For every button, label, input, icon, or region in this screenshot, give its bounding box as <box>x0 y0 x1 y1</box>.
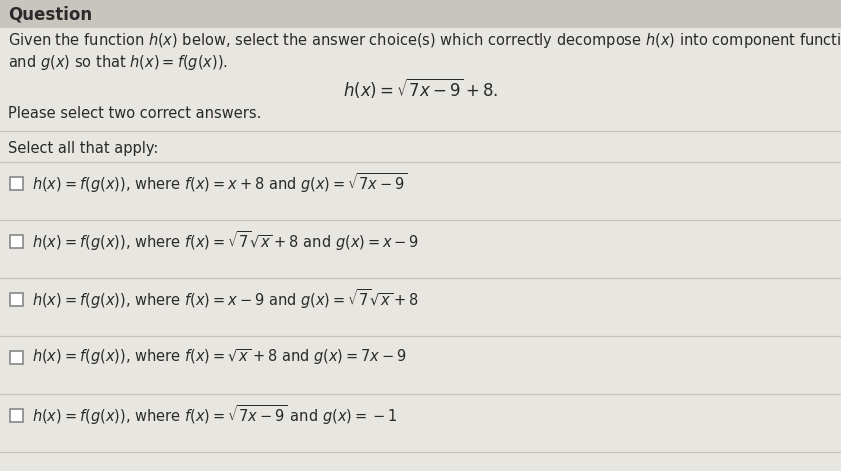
Text: Question: Question <box>8 5 93 23</box>
Bar <box>10 350 23 364</box>
Text: Select all that apply:: Select all that apply: <box>8 140 158 155</box>
Bar <box>0 0 841 28</box>
Text: $h(x) = f(g(x))$, where $f(x) = x-9$ and $g(x) = \sqrt{7}\sqrt{x}+8$: $h(x) = f(g(x))$, where $f(x) = x-9$ and… <box>32 287 419 311</box>
Text: $h(x) = f(g(x))$, where $f(x) = x+8$ and $g(x) = \sqrt{7x-9}$: $h(x) = f(g(x))$, where $f(x) = x+8$ and… <box>32 171 407 195</box>
Text: Given the function $h(x)$ below, select the answer choice(s) which correctly dec: Given the function $h(x)$ below, select … <box>8 32 841 50</box>
Bar <box>10 177 23 189</box>
Text: and $g(x)$ so that $h(x) = f(g(x))$.: and $g(x)$ so that $h(x) = f(g(x))$. <box>8 54 228 73</box>
Text: $h(x) = f(g(x))$, where $f(x) = \sqrt{x}+8$ and $g(x) = 7x-9$: $h(x) = f(g(x))$, where $f(x) = \sqrt{x}… <box>32 347 407 367</box>
Text: $h(x) = f(g(x))$, where $f(x) = \sqrt{7}\sqrt{x}+8$ and $g(x) = x-9$: $h(x) = f(g(x))$, where $f(x) = \sqrt{7}… <box>32 229 419 253</box>
Text: $h(x) = \sqrt{7x-9}+8.$: $h(x) = \sqrt{7x-9}+8.$ <box>343 76 499 100</box>
Bar <box>10 292 23 306</box>
Bar <box>10 235 23 247</box>
Text: $h(x) = f(g(x))$, where $f(x) = \sqrt{7x-9}$ and $g(x) = -1$: $h(x) = f(g(x))$, where $f(x) = \sqrt{7x… <box>32 403 397 427</box>
Text: Please select two correct answers.: Please select two correct answers. <box>8 106 262 121</box>
Bar <box>10 408 23 422</box>
